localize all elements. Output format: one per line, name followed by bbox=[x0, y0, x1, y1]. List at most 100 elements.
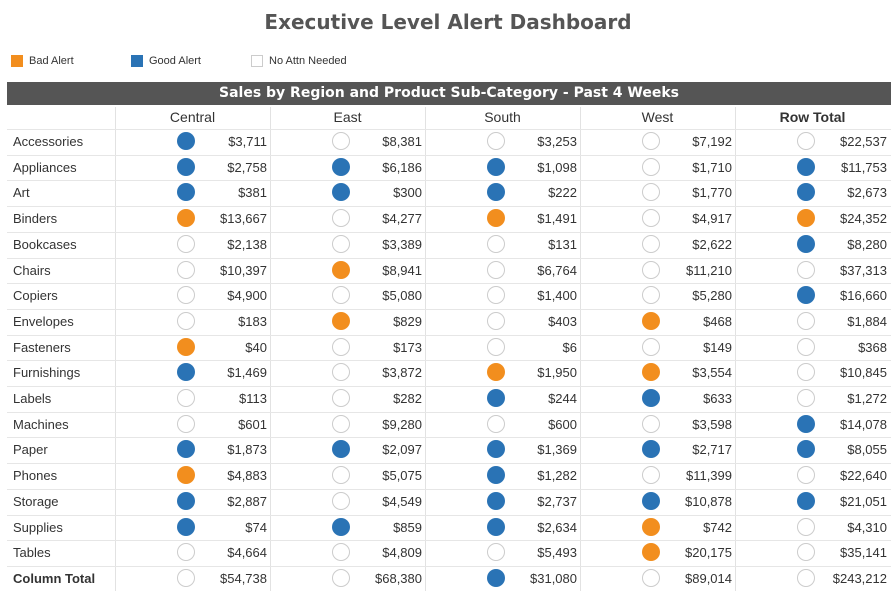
table-cell[interactable]: $11,753 bbox=[735, 156, 890, 180]
table-cell[interactable]: $243,212 bbox=[735, 567, 890, 591]
table-cell[interactable]: $1,282 bbox=[425, 464, 580, 488]
table-cell[interactable]: $4,277 bbox=[270, 207, 425, 231]
table-cell[interactable]: $4,310 bbox=[735, 516, 890, 540]
table-cell[interactable]: $6,764 bbox=[425, 259, 580, 283]
table-cell[interactable]: $1,400 bbox=[425, 284, 580, 308]
table-cell[interactable]: $1,469 bbox=[115, 361, 270, 385]
table-cell[interactable]: $2,673 bbox=[735, 181, 890, 205]
table-cell[interactable]: $1,770 bbox=[580, 181, 735, 205]
table-cell[interactable]: $6 bbox=[425, 336, 580, 360]
table-cell[interactable]: $3,253 bbox=[425, 130, 580, 154]
table-cell[interactable]: $1,369 bbox=[425, 438, 580, 462]
table-cell[interactable]: $222 bbox=[425, 181, 580, 205]
table-cell[interactable]: $22,537 bbox=[735, 130, 890, 154]
table-cell[interactable]: $8,280 bbox=[735, 233, 890, 257]
table-cell[interactable]: $300 bbox=[270, 181, 425, 205]
table-cell[interactable]: $3,598 bbox=[580, 413, 735, 437]
none-alert-marker bbox=[642, 568, 660, 587]
table-cell[interactable]: $35,141 bbox=[735, 541, 890, 565]
table-cell[interactable]: $10,878 bbox=[580, 490, 735, 514]
table-cell[interactable]: $183 bbox=[115, 310, 270, 334]
table-cell[interactable]: $3,711 bbox=[115, 130, 270, 154]
legend-item-bad[interactable]: Bad Alert bbox=[11, 55, 74, 67]
table-cell[interactable]: $5,280 bbox=[580, 284, 735, 308]
column-header-west[interactable]: West bbox=[641, 109, 674, 125]
table-cell[interactable]: $3,389 bbox=[270, 233, 425, 257]
table-cell[interactable]: $8,941 bbox=[270, 259, 425, 283]
table-cell[interactable]: $403 bbox=[425, 310, 580, 334]
table-cell[interactable]: $3,554 bbox=[580, 361, 735, 385]
table-cell[interactable]: $20,175 bbox=[580, 541, 735, 565]
table-cell[interactable]: $9,280 bbox=[270, 413, 425, 437]
table-cell[interactable]: $2,758 bbox=[115, 156, 270, 180]
table-cell[interactable]: $40 bbox=[115, 336, 270, 360]
table-cell[interactable]: $11,399 bbox=[580, 464, 735, 488]
table-cell[interactable]: $2,138 bbox=[115, 233, 270, 257]
table-cell[interactable]: $3,872 bbox=[270, 361, 425, 385]
table-cell[interactable]: $2,097 bbox=[270, 438, 425, 462]
table-cell[interactable]: $13,667 bbox=[115, 207, 270, 231]
table-cell[interactable]: $5,080 bbox=[270, 284, 425, 308]
table-cell[interactable]: $1,710 bbox=[580, 156, 735, 180]
column-header-south[interactable]: South bbox=[484, 109, 521, 125]
table-cell[interactable]: $6,186 bbox=[270, 156, 425, 180]
table-cell[interactable]: $829 bbox=[270, 310, 425, 334]
table-cell[interactable]: $10,397 bbox=[115, 259, 270, 283]
table-cell[interactable]: $131 bbox=[425, 233, 580, 257]
table-cell[interactable]: $74 bbox=[115, 516, 270, 540]
table-cell[interactable]: $24,352 bbox=[735, 207, 890, 231]
table-cell[interactable]: $11,210 bbox=[580, 259, 735, 283]
table-cell[interactable]: $8,055 bbox=[735, 438, 890, 462]
table-cell[interactable]: $14,078 bbox=[735, 413, 890, 437]
table-cell[interactable]: $37,313 bbox=[735, 259, 890, 283]
none-alert-marker bbox=[332, 234, 350, 253]
table-cell[interactable]: $5,075 bbox=[270, 464, 425, 488]
table-cell[interactable]: $31,080 bbox=[425, 567, 580, 591]
table-cell[interactable]: $2,737 bbox=[425, 490, 580, 514]
table-cell[interactable]: $5,493 bbox=[425, 541, 580, 565]
table-cell[interactable]: $68,380 bbox=[270, 567, 425, 591]
table-cell[interactable]: $1,884 bbox=[735, 310, 890, 334]
table-cell[interactable]: $1,950 bbox=[425, 361, 580, 385]
table-cell[interactable]: $173 bbox=[270, 336, 425, 360]
table-cell[interactable]: $1,873 bbox=[115, 438, 270, 462]
table-cell[interactable]: $8,381 bbox=[270, 130, 425, 154]
column-header-row-total[interactable]: Row Total bbox=[779, 109, 846, 125]
table-cell[interactable]: $1,098 bbox=[425, 156, 580, 180]
table-cell[interactable]: $4,549 bbox=[270, 490, 425, 514]
table-cell[interactable]: $149 bbox=[580, 336, 735, 360]
table-cell[interactable]: $89,014 bbox=[580, 567, 735, 591]
column-header-east[interactable]: East bbox=[333, 109, 362, 125]
table-cell[interactable]: $4,809 bbox=[270, 541, 425, 565]
table-cell[interactable]: $4,664 bbox=[115, 541, 270, 565]
table-cell[interactable]: $601 bbox=[115, 413, 270, 437]
table-cell[interactable]: $10,845 bbox=[735, 361, 890, 385]
table-cell[interactable]: $859 bbox=[270, 516, 425, 540]
table-cell[interactable]: $244 bbox=[425, 387, 580, 411]
table-cell[interactable]: $1,272 bbox=[735, 387, 890, 411]
table-cell[interactable]: $7,192 bbox=[580, 130, 735, 154]
table-cell[interactable]: $22,640 bbox=[735, 464, 890, 488]
table-cell[interactable]: $21,051 bbox=[735, 490, 890, 514]
table-cell[interactable]: $381 bbox=[115, 181, 270, 205]
legend-item-none[interactable]: No Attn Needed bbox=[251, 55, 347, 67]
table-cell[interactable]: $742 bbox=[580, 516, 735, 540]
table-cell[interactable]: $1,491 bbox=[425, 207, 580, 231]
table-cell[interactable]: $282 bbox=[270, 387, 425, 411]
table-cell[interactable]: $16,660 bbox=[735, 284, 890, 308]
table-cell[interactable]: $2,634 bbox=[425, 516, 580, 540]
table-cell[interactable]: $2,622 bbox=[580, 233, 735, 257]
table-cell[interactable]: $633 bbox=[580, 387, 735, 411]
table-cell[interactable]: $368 bbox=[735, 336, 890, 360]
table-cell[interactable]: $4,917 bbox=[580, 207, 735, 231]
table-cell[interactable]: $54,738 bbox=[115, 567, 270, 591]
table-cell[interactable]: $600 bbox=[425, 413, 580, 437]
column-header-central[interactable]: Central bbox=[169, 109, 216, 125]
table-cell[interactable]: $113 bbox=[115, 387, 270, 411]
table-cell[interactable]: $2,717 bbox=[580, 438, 735, 462]
table-cell[interactable]: $4,900 bbox=[115, 284, 270, 308]
table-cell[interactable]: $468 bbox=[580, 310, 735, 334]
table-cell[interactable]: $4,883 bbox=[115, 464, 270, 488]
table-cell[interactable]: $2,887 bbox=[115, 490, 270, 514]
legend-item-good[interactable]: Good Alert bbox=[131, 55, 201, 67]
